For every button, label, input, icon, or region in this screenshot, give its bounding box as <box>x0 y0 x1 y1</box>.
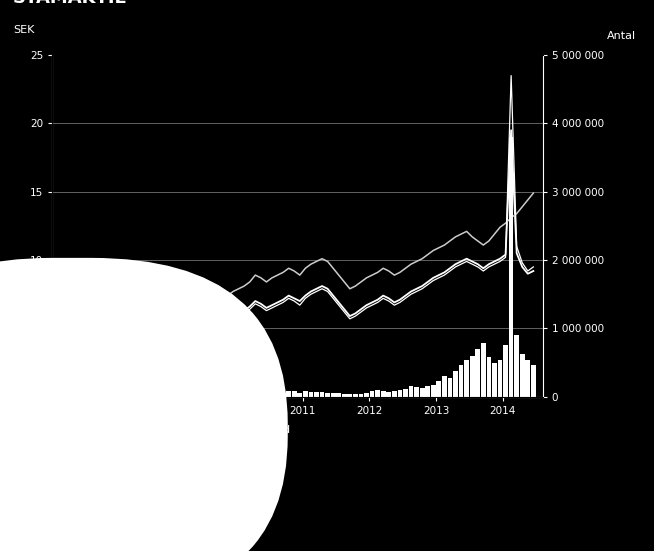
Bar <box>481 343 486 397</box>
Bar <box>120 377 124 397</box>
Bar <box>370 391 375 397</box>
Text: Antal: Antal <box>606 31 636 41</box>
Bar <box>231 388 235 397</box>
Bar <box>253 391 258 397</box>
Bar <box>442 376 447 397</box>
Text: STAMAKTIE: STAMAKTIE <box>13 0 128 7</box>
Bar <box>464 360 469 397</box>
Text: SEK: SEK <box>13 25 35 35</box>
Bar <box>247 390 252 397</box>
Bar <box>387 392 391 397</box>
Bar <box>303 391 308 397</box>
Bar <box>342 393 347 397</box>
Bar <box>158 386 163 397</box>
Bar <box>414 387 419 397</box>
Bar <box>364 393 369 397</box>
Bar <box>236 386 241 397</box>
Bar <box>175 386 180 397</box>
Bar <box>336 393 341 397</box>
Bar <box>531 365 536 397</box>
Bar <box>220 383 224 397</box>
Text: Victoria Park Stamaktie: Victoria Park Stamaktie <box>101 504 232 514</box>
Bar <box>181 382 185 397</box>
Bar <box>114 361 118 397</box>
Bar <box>475 349 480 397</box>
Bar <box>264 393 269 397</box>
Bar <box>314 392 319 397</box>
Bar <box>431 385 436 397</box>
Bar <box>498 360 502 397</box>
Text: VICP (Tot OmsAnt Summa) Månad: VICP (Tot OmsAnt Summa) Månad <box>101 424 290 435</box>
Bar <box>509 137 513 397</box>
Bar <box>275 392 280 397</box>
Bar <box>470 356 475 397</box>
Bar <box>147 382 152 397</box>
Bar <box>487 357 491 397</box>
Bar <box>281 391 286 397</box>
Bar <box>520 354 525 397</box>
Bar <box>292 391 297 397</box>
Text: OMX Stockholm_PI: OMX Stockholm_PI <box>101 477 205 488</box>
Bar <box>392 391 397 397</box>
Bar <box>103 366 107 397</box>
Bar <box>209 386 213 397</box>
Bar <box>164 388 169 397</box>
Bar <box>358 394 364 397</box>
Bar <box>169 383 174 397</box>
Bar <box>136 373 141 397</box>
Bar <box>331 393 336 397</box>
Bar <box>453 371 458 397</box>
Bar <box>225 386 230 397</box>
Bar <box>425 386 430 397</box>
Bar <box>109 371 113 397</box>
Bar <box>325 393 330 397</box>
Bar <box>258 392 263 397</box>
Bar <box>214 386 218 397</box>
Bar <box>186 387 191 397</box>
Bar <box>203 385 207 397</box>
Bar <box>525 360 530 397</box>
Bar <box>198 391 202 397</box>
Bar <box>398 390 402 397</box>
Bar <box>125 383 129 397</box>
Bar <box>242 388 247 397</box>
Bar <box>353 395 358 397</box>
Bar <box>375 390 380 397</box>
Bar <box>409 386 413 397</box>
Bar <box>298 393 302 397</box>
Bar <box>436 381 441 397</box>
Bar <box>381 391 386 397</box>
Bar <box>153 385 158 397</box>
Bar <box>420 388 424 397</box>
Bar <box>447 377 453 397</box>
Bar <box>320 392 324 397</box>
Bar <box>347 394 353 397</box>
Bar <box>403 388 408 397</box>
Bar <box>458 365 464 397</box>
Bar <box>142 377 146 397</box>
Bar <box>286 391 291 397</box>
Bar <box>492 363 497 397</box>
Bar <box>192 390 196 397</box>
Text: OMX Stockholm Real Estate_PI: OMX Stockholm Real Estate_PI <box>101 451 271 462</box>
Bar <box>269 391 274 397</box>
Bar <box>309 392 313 397</box>
Bar <box>514 335 519 397</box>
Bar <box>503 345 508 397</box>
Bar <box>131 385 135 397</box>
